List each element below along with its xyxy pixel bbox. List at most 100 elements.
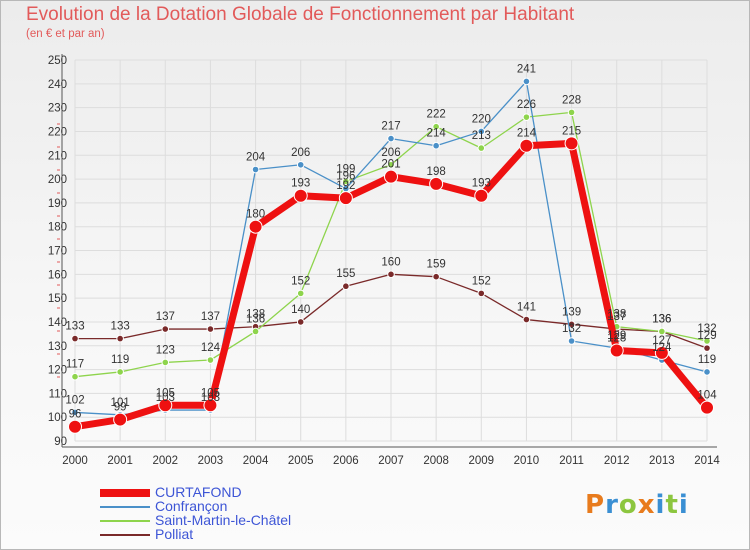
data-label-saint-martin-le-ch-tel: 206 <box>381 147 400 159</box>
data-label-saint-martin-le-ch-tel: 136 <box>246 313 265 325</box>
data-point-curtafond <box>384 169 398 184</box>
data-label-curtafond: 193 <box>291 178 310 190</box>
data-point-polliat <box>432 272 440 281</box>
data-point-saint-martin-le-ch-tel <box>116 368 124 376</box>
data-point-confran-on <box>567 337 576 345</box>
data-label-confran-on: 119 <box>698 354 716 366</box>
logo-letter: i <box>678 490 689 520</box>
grid <box>74 59 708 442</box>
legend: CURTAFOND Confrançon Saint-Martin-le-Châte… <box>100 484 360 542</box>
x-tick-label: 2013 <box>649 455 675 467</box>
x-tick-label: 2006 <box>333 455 359 467</box>
data-label-polliat: 155 <box>336 268 355 280</box>
logo-letter: o <box>618 490 638 520</box>
y-tick-label: 190 <box>48 198 67 210</box>
data-point-saint-martin-le-ch-tel <box>432 122 440 131</box>
x-tick-label: 2011 <box>559 455 584 467</box>
data-point-curtafond <box>293 188 308 203</box>
data-label-saint-martin-le-ch-tel: 124 <box>201 342 221 354</box>
y-tick-label: 100 <box>48 412 67 424</box>
data-label-saint-martin-le-ch-tel: 119 <box>111 354 129 366</box>
data-label-confran-on: 196 <box>336 171 355 183</box>
data-label-saint-martin-le-ch-tel: 213 <box>472 130 491 142</box>
y-tick-label: 90 <box>54 436 67 448</box>
line-chart: 9010011012013014015016017018019020021022… <box>48 54 720 467</box>
data-label-saint-martin-le-ch-tel: 136 <box>652 313 671 325</box>
data-point-confran-on <box>477 127 486 136</box>
data-label-curtafond: 215 <box>562 125 581 137</box>
legend-label: CURTAFOND <box>155 484 242 500</box>
data-label-confran-on: 124 <box>652 342 672 354</box>
data-label-curtafond: 127 <box>652 335 671 347</box>
legend-label: Polliat <box>155 526 194 542</box>
data-point-confran-on <box>296 160 305 169</box>
data-label-saint-martin-le-ch-tel: 228 <box>562 94 581 106</box>
data-point-polliat <box>387 270 395 279</box>
x-tick-label: 2004 <box>243 455 269 467</box>
logo-letter: t <box>665 490 679 520</box>
data-point-curtafond <box>68 419 82 434</box>
data-label-confran-on: 129 <box>607 330 626 342</box>
data-point-curtafond <box>700 400 714 415</box>
legend-swatch <box>100 534 150 536</box>
data-label-confran-on: 101 <box>111 397 130 409</box>
x-tick-label: 2000 <box>62 455 88 467</box>
legend-item: CURTAFOND <box>100 484 360 500</box>
data-point-confran-on <box>522 77 531 86</box>
data-label-confran-on: 217 <box>381 121 400 133</box>
data-point-saint-martin-le-ch-tel <box>567 108 576 117</box>
data-label-saint-martin-le-ch-tel: 199 <box>336 163 355 175</box>
data-label-saint-martin-le-ch-tel: 222 <box>427 109 446 121</box>
x-tick-label: 2009 <box>468 455 494 467</box>
data-point-polliat <box>71 334 79 343</box>
axes: 9010011012013014015016017018019020021022… <box>48 54 720 467</box>
data-label-polliat: 133 <box>111 321 130 333</box>
legend-swatch <box>100 506 150 508</box>
data-label-saint-martin-le-ch-tel: 117 <box>66 359 84 371</box>
data-label-polliat: 139 <box>562 306 581 318</box>
data-label-curtafond: 180 <box>246 209 265 221</box>
data-label-curtafond: 201 <box>381 159 400 171</box>
data-point-saint-martin-le-ch-tel <box>342 177 350 186</box>
x-tick-label: 2008 <box>423 455 449 467</box>
data-label-curtafond: 96 <box>69 409 82 421</box>
y-tick-label: 120 <box>48 365 67 377</box>
data-point-polliat <box>206 325 215 333</box>
data-label-confran-on: 102 <box>65 394 84 406</box>
data-point-curtafond <box>564 136 579 151</box>
data-point-saint-martin-le-ch-tel <box>658 327 666 336</box>
data-point-polliat <box>296 318 305 326</box>
data-label-polliat: 152 <box>472 275 491 287</box>
data-point-curtafond <box>338 191 353 206</box>
y-tick-label: 170 <box>48 246 67 258</box>
y-tick-label: 140 <box>48 317 67 329</box>
data-label-polliat: 137 <box>607 311 626 323</box>
data-label-curtafond: 214 <box>517 128 537 140</box>
data-label-confran-on: 241 <box>517 63 536 75</box>
chart-title: Evolution de la Dotation Globale de Fonc… <box>26 4 575 25</box>
data-point-saint-martin-le-ch-tel <box>71 372 79 381</box>
data-point-polliat <box>522 315 531 324</box>
data-label-curtafond: 99 <box>114 402 127 414</box>
data-point-saint-martin-le-ch-tel <box>477 144 486 152</box>
y-tick-label: 250 <box>48 55 67 67</box>
data-point-polliat <box>477 289 486 298</box>
data-label-curtafond: 128 <box>607 333 626 345</box>
legend-label: Confrançon <box>155 498 228 514</box>
data-label-polliat: 129 <box>697 330 716 342</box>
x-tick-label: 2002 <box>152 455 178 467</box>
data-point-curtafond <box>474 188 489 203</box>
data-point-curtafond <box>519 138 534 153</box>
data-label-confran-on: 103 <box>156 392 175 404</box>
data-point-polliat <box>703 344 711 352</box>
y-tick-label: 110 <box>49 388 67 400</box>
data-point-saint-martin-le-ch-tel <box>387 160 395 169</box>
chart-subtitle: (en € et par an) <box>26 28 105 40</box>
data-point-curtafond <box>113 412 128 427</box>
data-label-curtafond: 105 <box>201 387 220 399</box>
data-point-curtafond <box>203 398 218 413</box>
data-point-curtafond <box>248 219 263 234</box>
y-tick-label: 150 <box>48 293 67 305</box>
data-point-confran-on <box>432 141 440 150</box>
